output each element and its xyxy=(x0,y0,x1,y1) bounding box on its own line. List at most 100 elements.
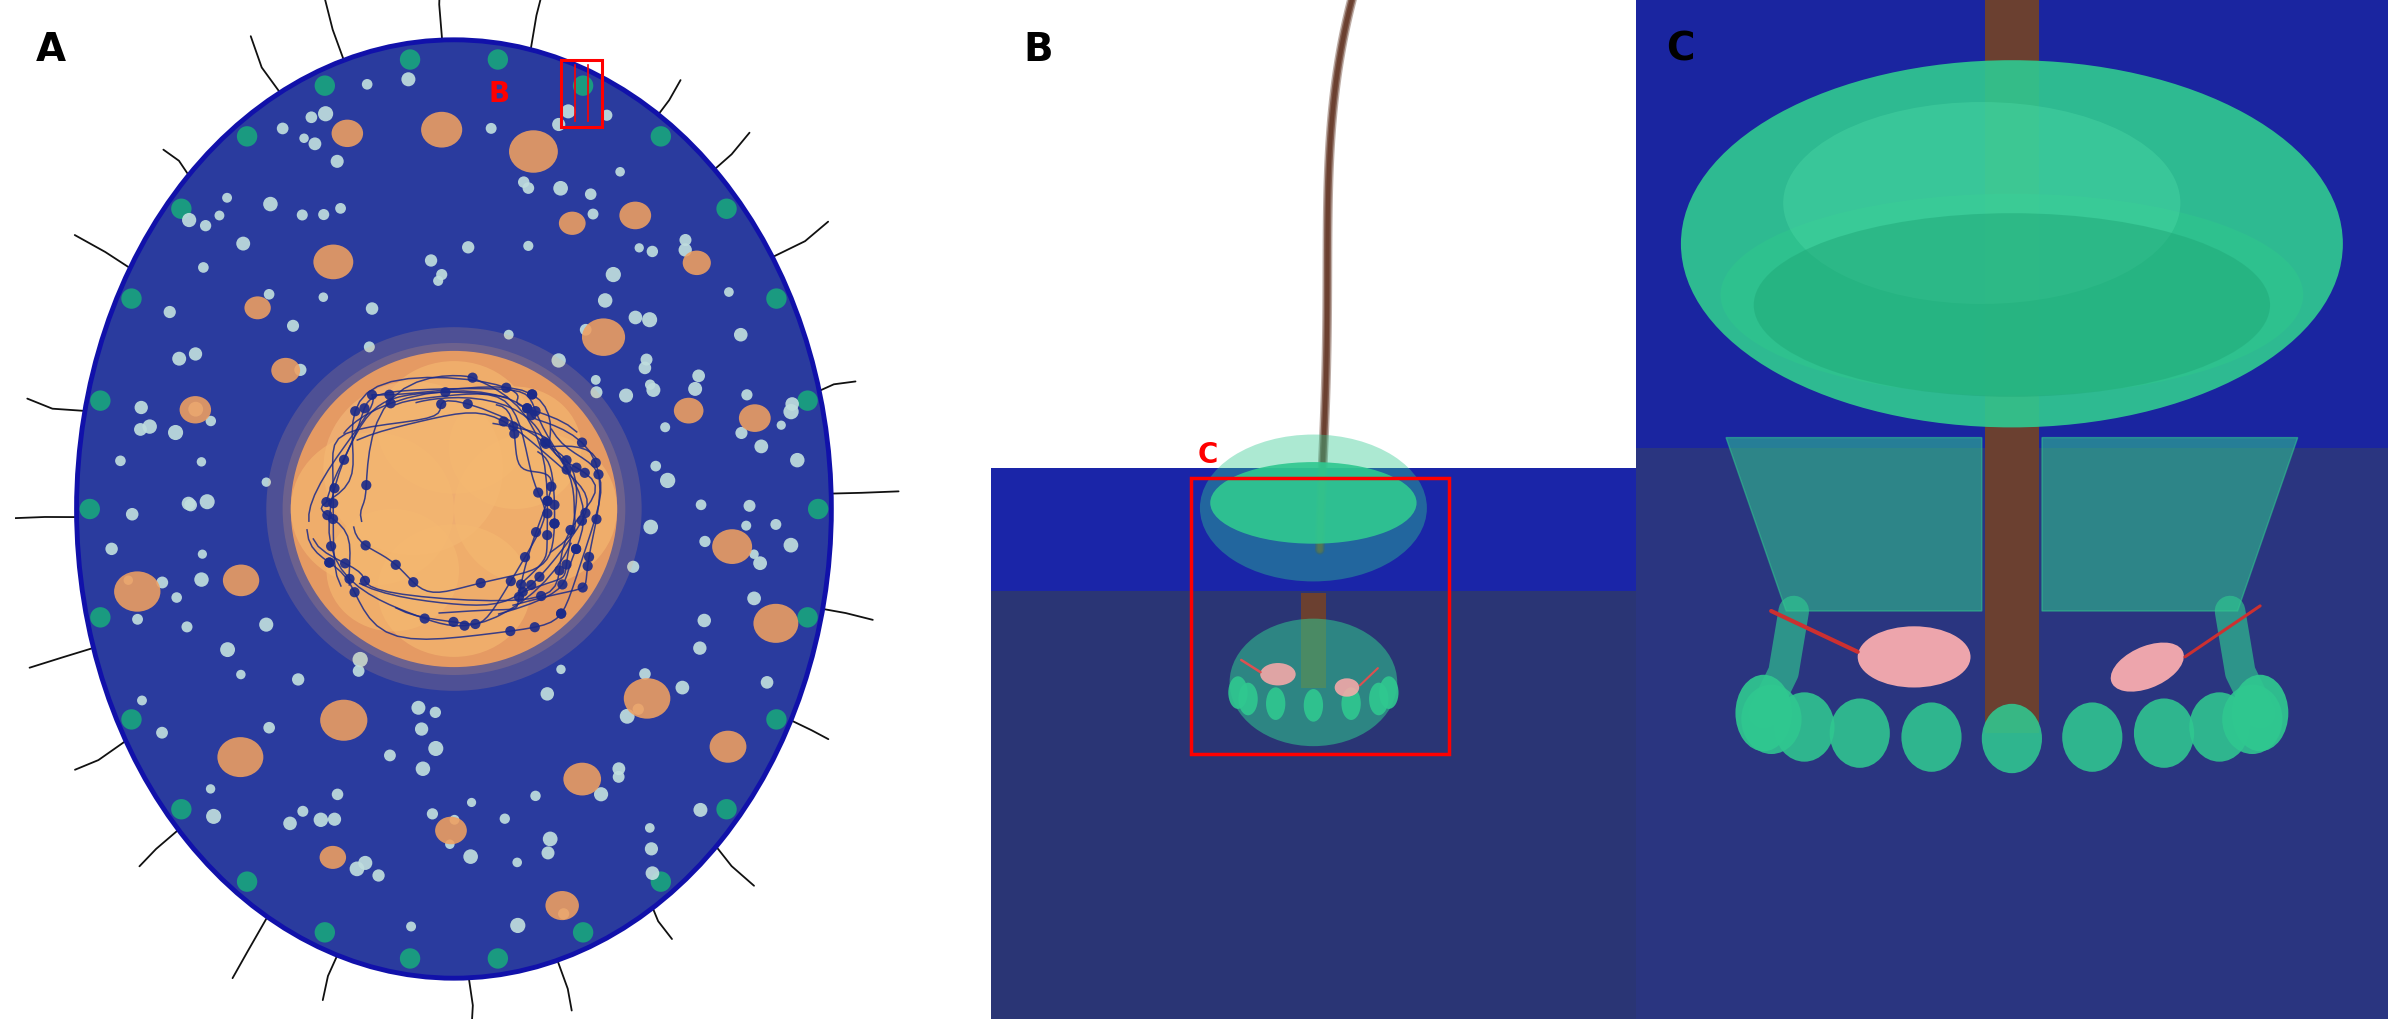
Ellipse shape xyxy=(540,439,552,449)
Ellipse shape xyxy=(193,573,208,587)
Ellipse shape xyxy=(320,846,346,869)
Ellipse shape xyxy=(298,135,308,144)
Ellipse shape xyxy=(525,411,537,421)
Ellipse shape xyxy=(263,722,275,734)
Text: C: C xyxy=(1196,441,1218,469)
Ellipse shape xyxy=(645,843,659,856)
Ellipse shape xyxy=(678,245,693,258)
Ellipse shape xyxy=(463,399,473,410)
Ellipse shape xyxy=(294,365,306,377)
Ellipse shape xyxy=(554,181,568,197)
Ellipse shape xyxy=(530,623,540,633)
Ellipse shape xyxy=(693,803,707,817)
Ellipse shape xyxy=(602,110,611,121)
Ellipse shape xyxy=(642,520,659,535)
Ellipse shape xyxy=(716,200,738,220)
Ellipse shape xyxy=(198,263,208,273)
Ellipse shape xyxy=(556,580,568,590)
Ellipse shape xyxy=(325,557,334,568)
Ellipse shape xyxy=(377,525,530,657)
Ellipse shape xyxy=(470,620,480,630)
Ellipse shape xyxy=(755,604,798,643)
Ellipse shape xyxy=(755,440,769,453)
Ellipse shape xyxy=(1199,435,1428,582)
Polygon shape xyxy=(2042,438,2297,611)
Ellipse shape xyxy=(189,403,203,417)
Ellipse shape xyxy=(771,520,781,531)
Ellipse shape xyxy=(475,579,485,589)
Ellipse shape xyxy=(361,481,373,491)
Ellipse shape xyxy=(454,433,616,586)
Ellipse shape xyxy=(645,823,654,833)
Ellipse shape xyxy=(361,576,370,586)
Ellipse shape xyxy=(595,788,609,802)
Ellipse shape xyxy=(401,73,416,88)
Ellipse shape xyxy=(499,814,511,824)
Ellipse shape xyxy=(645,866,659,880)
Ellipse shape xyxy=(1342,688,1361,720)
Ellipse shape xyxy=(320,700,368,741)
Ellipse shape xyxy=(659,423,671,433)
Ellipse shape xyxy=(384,750,396,761)
Ellipse shape xyxy=(277,123,289,136)
Ellipse shape xyxy=(540,437,549,447)
Ellipse shape xyxy=(523,242,533,252)
Ellipse shape xyxy=(172,200,191,220)
Ellipse shape xyxy=(549,519,559,529)
Ellipse shape xyxy=(528,390,537,400)
Ellipse shape xyxy=(2223,685,2283,754)
Ellipse shape xyxy=(650,871,671,892)
Ellipse shape xyxy=(559,908,568,919)
Ellipse shape xyxy=(583,561,592,572)
Ellipse shape xyxy=(501,383,511,393)
Ellipse shape xyxy=(709,731,747,763)
Ellipse shape xyxy=(361,541,370,551)
Ellipse shape xyxy=(263,289,275,301)
Ellipse shape xyxy=(535,572,544,582)
Ellipse shape xyxy=(750,550,759,559)
Ellipse shape xyxy=(580,508,590,519)
Ellipse shape xyxy=(1829,699,1889,768)
Ellipse shape xyxy=(181,497,196,511)
Ellipse shape xyxy=(332,789,344,800)
Ellipse shape xyxy=(236,127,258,148)
Ellipse shape xyxy=(1239,683,1258,715)
Ellipse shape xyxy=(284,817,296,830)
Ellipse shape xyxy=(516,580,525,590)
Ellipse shape xyxy=(296,210,308,221)
Ellipse shape xyxy=(315,922,334,943)
Ellipse shape xyxy=(518,177,530,189)
Ellipse shape xyxy=(339,558,351,569)
Ellipse shape xyxy=(318,210,330,221)
Ellipse shape xyxy=(767,709,786,730)
Ellipse shape xyxy=(752,556,767,571)
Ellipse shape xyxy=(179,396,210,424)
Ellipse shape xyxy=(635,244,645,254)
Ellipse shape xyxy=(196,458,205,467)
Ellipse shape xyxy=(736,428,747,439)
Ellipse shape xyxy=(365,303,377,316)
Ellipse shape xyxy=(205,785,215,794)
Ellipse shape xyxy=(308,139,322,151)
Ellipse shape xyxy=(327,498,339,508)
Ellipse shape xyxy=(439,387,451,397)
Text: B: B xyxy=(1024,31,1053,68)
Bar xyxy=(1192,479,1450,754)
Ellipse shape xyxy=(530,791,540,801)
Ellipse shape xyxy=(315,76,334,97)
Ellipse shape xyxy=(513,858,523,867)
Ellipse shape xyxy=(525,580,537,590)
Ellipse shape xyxy=(518,587,528,597)
Ellipse shape xyxy=(618,203,652,230)
Ellipse shape xyxy=(530,407,540,417)
Ellipse shape xyxy=(430,707,442,718)
Ellipse shape xyxy=(552,119,566,131)
Ellipse shape xyxy=(215,211,224,221)
Ellipse shape xyxy=(640,355,652,366)
Ellipse shape xyxy=(351,407,361,417)
Ellipse shape xyxy=(115,572,160,612)
Ellipse shape xyxy=(712,530,752,565)
Ellipse shape xyxy=(392,560,401,571)
Ellipse shape xyxy=(585,552,595,562)
Ellipse shape xyxy=(425,255,437,267)
